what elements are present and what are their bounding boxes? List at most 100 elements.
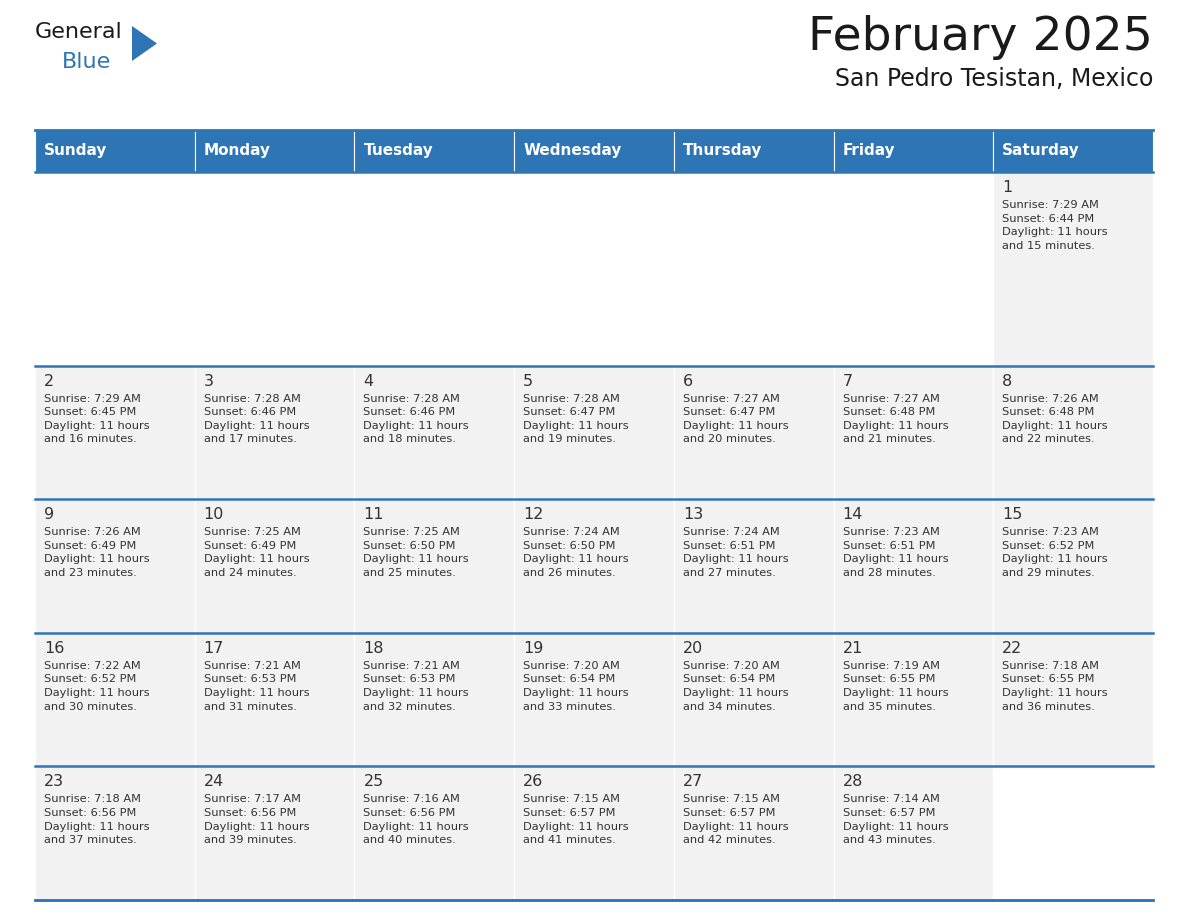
Text: San Pedro Tesistan, Mexico: San Pedro Tesistan, Mexico xyxy=(835,67,1154,91)
Text: Sunrise: 7:22 AM
Sunset: 6:52 PM
Daylight: 11 hours
and 30 minutes.: Sunrise: 7:22 AM Sunset: 6:52 PM Dayligh… xyxy=(44,661,150,711)
Text: Sunrise: 7:18 AM
Sunset: 6:55 PM
Daylight: 11 hours
and 36 minutes.: Sunrise: 7:18 AM Sunset: 6:55 PM Dayligh… xyxy=(1003,661,1108,711)
Bar xyxy=(514,172,674,365)
Text: 22: 22 xyxy=(1003,641,1023,655)
Text: Sunrise: 7:23 AM
Sunset: 6:51 PM
Daylight: 11 hours
and 28 minutes.: Sunrise: 7:23 AM Sunset: 6:51 PM Dayligh… xyxy=(842,527,948,578)
Text: 20: 20 xyxy=(683,641,703,655)
Text: 25: 25 xyxy=(364,775,384,789)
Text: Sunrise: 7:19 AM
Sunset: 6:55 PM
Daylight: 11 hours
and 35 minutes.: Sunrise: 7:19 AM Sunset: 6:55 PM Dayligh… xyxy=(842,661,948,711)
Text: 9: 9 xyxy=(44,508,55,522)
Text: 15: 15 xyxy=(1003,508,1023,522)
Text: 28: 28 xyxy=(842,775,862,789)
Text: 14: 14 xyxy=(842,508,862,522)
Bar xyxy=(514,130,674,172)
Bar xyxy=(993,365,1154,499)
Text: 4: 4 xyxy=(364,374,373,388)
Bar xyxy=(834,365,993,499)
Text: 17: 17 xyxy=(203,641,225,655)
Text: 5: 5 xyxy=(523,374,533,388)
Text: 16: 16 xyxy=(44,641,64,655)
Text: Sunrise: 7:23 AM
Sunset: 6:52 PM
Daylight: 11 hours
and 29 minutes.: Sunrise: 7:23 AM Sunset: 6:52 PM Dayligh… xyxy=(1003,527,1108,578)
Bar xyxy=(34,130,195,172)
Text: Sunrise: 7:28 AM
Sunset: 6:46 PM
Daylight: 11 hours
and 18 minutes.: Sunrise: 7:28 AM Sunset: 6:46 PM Dayligh… xyxy=(364,394,469,444)
Text: Sunrise: 7:28 AM
Sunset: 6:47 PM
Daylight: 11 hours
and 19 minutes.: Sunrise: 7:28 AM Sunset: 6:47 PM Dayligh… xyxy=(523,394,628,444)
Bar xyxy=(674,767,834,900)
Bar xyxy=(834,499,993,633)
Text: 2: 2 xyxy=(44,374,55,388)
Text: 18: 18 xyxy=(364,641,384,655)
Text: Sunrise: 7:21 AM
Sunset: 6:53 PM
Daylight: 11 hours
and 31 minutes.: Sunrise: 7:21 AM Sunset: 6:53 PM Dayligh… xyxy=(203,661,309,711)
Text: Sunrise: 7:26 AM
Sunset: 6:48 PM
Daylight: 11 hours
and 22 minutes.: Sunrise: 7:26 AM Sunset: 6:48 PM Dayligh… xyxy=(1003,394,1108,444)
Bar xyxy=(195,499,354,633)
Bar xyxy=(993,767,1154,900)
Text: Sunrise: 7:26 AM
Sunset: 6:49 PM
Daylight: 11 hours
and 23 minutes.: Sunrise: 7:26 AM Sunset: 6:49 PM Dayligh… xyxy=(44,527,150,578)
Bar xyxy=(354,172,514,365)
Text: Monday: Monday xyxy=(203,143,271,159)
Text: Sunrise: 7:14 AM
Sunset: 6:57 PM
Daylight: 11 hours
and 43 minutes.: Sunrise: 7:14 AM Sunset: 6:57 PM Dayligh… xyxy=(842,794,948,845)
Bar xyxy=(34,172,195,365)
Bar xyxy=(514,633,674,767)
Bar xyxy=(834,633,993,767)
Text: Sunrise: 7:17 AM
Sunset: 6:56 PM
Daylight: 11 hours
and 39 minutes.: Sunrise: 7:17 AM Sunset: 6:56 PM Dayligh… xyxy=(203,794,309,845)
Bar xyxy=(674,499,834,633)
Bar xyxy=(834,130,993,172)
Text: Sunrise: 7:28 AM
Sunset: 6:46 PM
Daylight: 11 hours
and 17 minutes.: Sunrise: 7:28 AM Sunset: 6:46 PM Dayligh… xyxy=(203,394,309,444)
Bar xyxy=(834,767,993,900)
Text: Sunrise: 7:24 AM
Sunset: 6:50 PM
Daylight: 11 hours
and 26 minutes.: Sunrise: 7:24 AM Sunset: 6:50 PM Dayligh… xyxy=(523,527,628,578)
Bar xyxy=(354,499,514,633)
Text: General: General xyxy=(34,22,122,42)
Bar xyxy=(195,633,354,767)
Text: Sunrise: 7:25 AM
Sunset: 6:49 PM
Daylight: 11 hours
and 24 minutes.: Sunrise: 7:25 AM Sunset: 6:49 PM Dayligh… xyxy=(203,527,309,578)
Text: Sunrise: 7:15 AM
Sunset: 6:57 PM
Daylight: 11 hours
and 41 minutes.: Sunrise: 7:15 AM Sunset: 6:57 PM Dayligh… xyxy=(523,794,628,845)
Text: 6: 6 xyxy=(683,374,693,388)
Bar xyxy=(834,172,993,365)
Text: Sunrise: 7:27 AM
Sunset: 6:48 PM
Daylight: 11 hours
and 21 minutes.: Sunrise: 7:27 AM Sunset: 6:48 PM Dayligh… xyxy=(842,394,948,444)
Bar xyxy=(34,633,195,767)
Text: Friday: Friday xyxy=(842,143,896,159)
Bar xyxy=(674,365,834,499)
Bar xyxy=(34,499,195,633)
Text: 21: 21 xyxy=(842,641,862,655)
Text: Sunrise: 7:20 AM
Sunset: 6:54 PM
Daylight: 11 hours
and 34 minutes.: Sunrise: 7:20 AM Sunset: 6:54 PM Dayligh… xyxy=(683,661,789,711)
Bar xyxy=(514,767,674,900)
Text: Saturday: Saturday xyxy=(1003,143,1080,159)
Text: 23: 23 xyxy=(44,775,64,789)
Text: 27: 27 xyxy=(683,775,703,789)
Text: 3: 3 xyxy=(203,374,214,388)
Text: Sunrise: 7:29 AM
Sunset: 6:45 PM
Daylight: 11 hours
and 16 minutes.: Sunrise: 7:29 AM Sunset: 6:45 PM Dayligh… xyxy=(44,394,150,444)
Bar xyxy=(354,130,514,172)
Text: Sunrise: 7:20 AM
Sunset: 6:54 PM
Daylight: 11 hours
and 33 minutes.: Sunrise: 7:20 AM Sunset: 6:54 PM Dayligh… xyxy=(523,661,628,711)
Bar xyxy=(674,172,834,365)
Bar xyxy=(993,130,1154,172)
Bar xyxy=(354,767,514,900)
Text: Tuesday: Tuesday xyxy=(364,143,434,159)
Text: Blue: Blue xyxy=(62,52,112,72)
Bar xyxy=(195,767,354,900)
Bar xyxy=(354,365,514,499)
Text: February 2025: February 2025 xyxy=(808,15,1154,60)
Text: 7: 7 xyxy=(842,374,853,388)
Bar xyxy=(195,172,354,365)
Bar xyxy=(34,767,195,900)
Text: 19: 19 xyxy=(523,641,544,655)
Bar xyxy=(993,499,1154,633)
Bar xyxy=(674,633,834,767)
Text: 26: 26 xyxy=(523,775,543,789)
Text: 24: 24 xyxy=(203,775,225,789)
Text: 1: 1 xyxy=(1003,180,1012,195)
Text: 13: 13 xyxy=(683,508,703,522)
Text: 11: 11 xyxy=(364,508,384,522)
Bar xyxy=(993,633,1154,767)
Text: Sunrise: 7:29 AM
Sunset: 6:44 PM
Daylight: 11 hours
and 15 minutes.: Sunrise: 7:29 AM Sunset: 6:44 PM Dayligh… xyxy=(1003,200,1108,251)
Text: Sunday: Sunday xyxy=(44,143,107,159)
Bar xyxy=(195,130,354,172)
Text: Sunrise: 7:25 AM
Sunset: 6:50 PM
Daylight: 11 hours
and 25 minutes.: Sunrise: 7:25 AM Sunset: 6:50 PM Dayligh… xyxy=(364,527,469,578)
Text: 12: 12 xyxy=(523,508,544,522)
Bar xyxy=(514,365,674,499)
Text: Sunrise: 7:24 AM
Sunset: 6:51 PM
Daylight: 11 hours
and 27 minutes.: Sunrise: 7:24 AM Sunset: 6:51 PM Dayligh… xyxy=(683,527,789,578)
Text: Sunrise: 7:16 AM
Sunset: 6:56 PM
Daylight: 11 hours
and 40 minutes.: Sunrise: 7:16 AM Sunset: 6:56 PM Dayligh… xyxy=(364,794,469,845)
Bar xyxy=(34,365,195,499)
Text: Sunrise: 7:15 AM
Sunset: 6:57 PM
Daylight: 11 hours
and 42 minutes.: Sunrise: 7:15 AM Sunset: 6:57 PM Dayligh… xyxy=(683,794,789,845)
Text: Thursday: Thursday xyxy=(683,143,763,159)
Text: Sunrise: 7:18 AM
Sunset: 6:56 PM
Daylight: 11 hours
and 37 minutes.: Sunrise: 7:18 AM Sunset: 6:56 PM Dayligh… xyxy=(44,794,150,845)
Text: Wednesday: Wednesday xyxy=(523,143,621,159)
